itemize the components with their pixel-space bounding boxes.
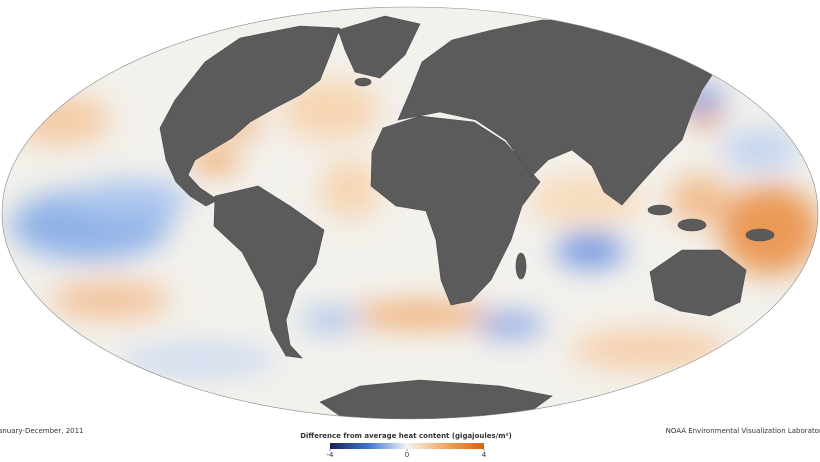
colorbar-tick-label: 0 bbox=[405, 451, 409, 459]
colorbar bbox=[330, 443, 484, 449]
globe-outline bbox=[1, 6, 819, 420]
landmasses bbox=[159, 15, 775, 419]
credit-label: NOAA Environmental Visualization Laborat… bbox=[666, 427, 820, 435]
colorbar-ticks: -4 0 4 bbox=[327, 449, 487, 459]
ocean-layer bbox=[2, 7, 818, 419]
colorbar-label: Difference from average heat content (gi… bbox=[300, 432, 512, 440]
colorbar-tick-label: 4 bbox=[482, 451, 487, 459]
period-label: January-December, 2011 bbox=[0, 427, 84, 435]
colorbar-tick-label: -4 bbox=[327, 451, 335, 459]
